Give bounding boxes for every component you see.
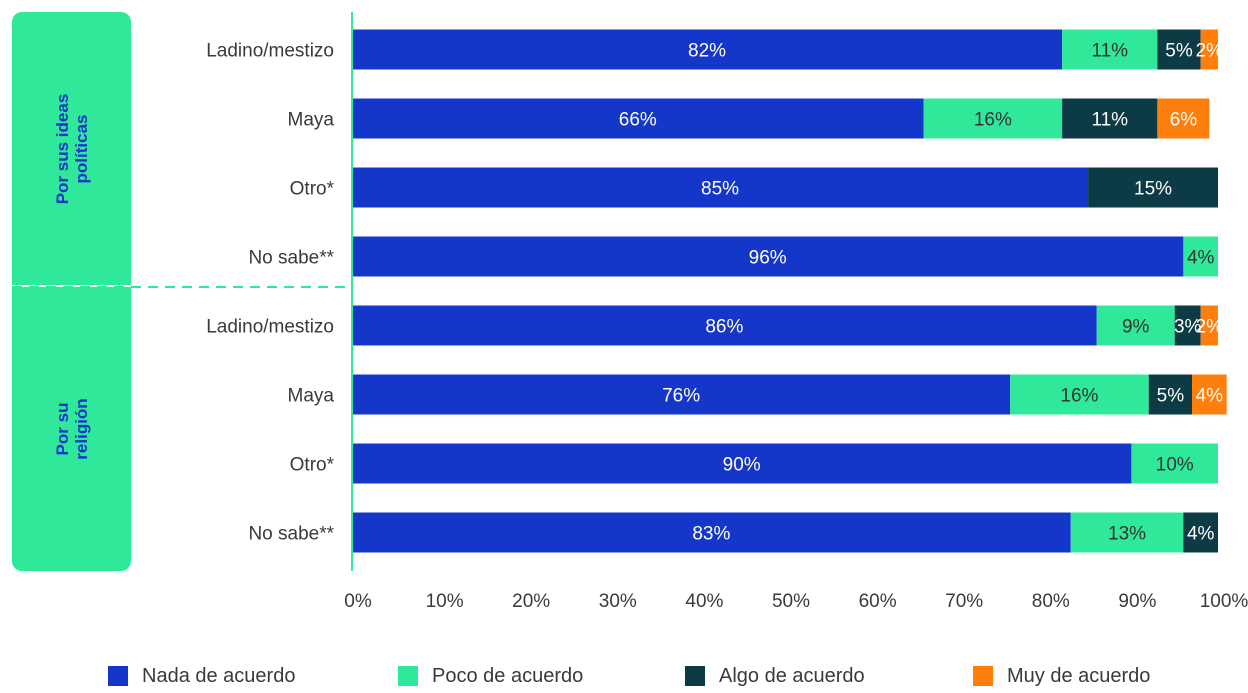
legend-swatch-muy <box>973 666 993 686</box>
category-label-row-1: Ladino/mestizo <box>206 41 334 62</box>
x-tick-label-3: 30% <box>599 591 637 612</box>
legend-swatch-poco <box>398 666 418 686</box>
bar-poco-de-acuerdo-row-8 <box>1070 512 1184 553</box>
category-label-row-6: Maya <box>288 386 335 407</box>
data-label-poco-de-acuerdo-row-7: 10% <box>1156 455 1194 476</box>
data-label-poco-de-acuerdo-row-6: 16% <box>1060 386 1098 407</box>
x-tick-label-0: 0% <box>344 591 372 612</box>
legend-label-muy: Muy de acuerdo <box>1007 664 1151 687</box>
legend-item-poco: Poco de acuerdo <box>398 665 583 687</box>
data-label-nada-de-acuerdo-row-6: 76% <box>662 386 700 407</box>
data-label-algo-de-acuerdo-row-5: 3% <box>1174 317 1202 338</box>
chart-legend: Nada de acuerdo Poco de acuerdo Algo de … <box>0 665 1248 687</box>
data-label-muy-de-acuerdo-row-1: 2% <box>1196 41 1224 62</box>
x-tick-label-7: 70% <box>945 591 983 612</box>
bar-poco-de-acuerdo-row-5 <box>1096 305 1175 346</box>
bar-nada-de-acuerdo-row-6 <box>352 374 1011 415</box>
category-label-row-3: Otro* <box>290 179 335 200</box>
data-label-nada-de-acuerdo-row-4: 96% <box>749 248 787 269</box>
legend-swatch-nada <box>108 666 128 686</box>
category-label-row-4: No sabe** <box>248 248 334 269</box>
data-label-muy-de-acuerdo-row-5: 2% <box>1196 317 1224 338</box>
data-label-poco-de-acuerdo-row-1: 11% <box>1091 41 1128 62</box>
data-label-nada-de-acuerdo-row-1: 82% <box>688 41 726 62</box>
x-tick-label-9: 90% <box>1118 591 1156 612</box>
data-label-poco-de-acuerdo-row-5: 9% <box>1122 317 1150 338</box>
x-tick-label-5: 50% <box>772 591 810 612</box>
bar-nada-de-acuerdo-row-2 <box>352 98 924 139</box>
data-label-poco-de-acuerdo-row-8: 13% <box>1108 524 1146 545</box>
legend-item-muy: Muy de acuerdo <box>973 665 1150 687</box>
x-tick-label-4: 40% <box>685 591 723 612</box>
legend-label-algo: Algo de acuerdo <box>719 664 865 687</box>
x-tick-label-1: 10% <box>426 591 464 612</box>
data-label-algo-de-acuerdo-row-3: 15% <box>1134 179 1172 200</box>
legend-label-nada: Nada de acuerdo <box>142 664 296 687</box>
bar-muy-de-acuerdo-row-1 <box>1200 29 1218 70</box>
x-tick-label-10: 100% <box>1200 591 1248 612</box>
bar-poco-de-acuerdo-row-6 <box>1010 374 1149 415</box>
data-label-nada-de-acuerdo-row-2: 66% <box>619 110 657 131</box>
data-label-algo-de-acuerdo-row-2: 11% <box>1091 110 1128 131</box>
bar-poco-de-acuerdo-row-2 <box>923 98 1063 139</box>
data-label-nada-de-acuerdo-row-7: 90% <box>723 455 761 476</box>
bar-poco-de-acuerdo-row-7 <box>1131 443 1218 484</box>
bar-nada-de-acuerdo-row-7 <box>352 443 1132 484</box>
data-label-nada-de-acuerdo-row-3: 85% <box>701 179 739 200</box>
data-label-poco-de-acuerdo-row-4: 4% <box>1187 248 1215 269</box>
data-label-muy-de-acuerdo-row-2: 6% <box>1170 110 1198 131</box>
category-label-row-2: Maya <box>288 110 335 131</box>
data-label-poco-de-acuerdo-row-2: 16% <box>974 110 1012 131</box>
data-label-algo-de-acuerdo-row-1: 5% <box>1165 41 1193 62</box>
data-label-nada-de-acuerdo-row-5: 86% <box>705 317 743 338</box>
group-panel-religion: Por su religión <box>12 287 131 571</box>
data-label-algo-de-acuerdo-row-6: 5% <box>1157 386 1185 407</box>
category-label-row-7: Otro* <box>290 455 335 476</box>
x-tick-label-2: 20% <box>512 591 550 612</box>
bar-algo-de-acuerdo-row-6 <box>1148 374 1193 415</box>
data-label-nada-de-acuerdo-row-8: 83% <box>692 524 730 545</box>
bar-algo-de-acuerdo-row-3 <box>1088 167 1218 208</box>
bar-nada-de-acuerdo-row-3 <box>352 167 1089 208</box>
legend-item-algo: Algo de acuerdo <box>685 665 865 687</box>
bar-nada-de-acuerdo-row-5 <box>352 305 1097 346</box>
bar-algo-de-acuerdo-row-5 <box>1174 305 1201 346</box>
group-panel-ideas: Por sus ideas políticas <box>12 12 131 285</box>
bar-muy-de-acuerdo-row-2 <box>1157 98 1210 139</box>
legend-item-nada: Nada de acuerdo <box>108 665 295 687</box>
data-label-algo-de-acuerdo-row-8: 4% <box>1187 524 1215 545</box>
x-tick-label-8: 80% <box>1032 591 1070 612</box>
legend-label-poco: Poco de acuerdo <box>432 664 584 687</box>
bar-nada-de-acuerdo-row-8 <box>352 512 1071 553</box>
bar-algo-de-acuerdo-row-2 <box>1062 98 1158 139</box>
bar-algo-de-acuerdo-row-1 <box>1157 29 1201 70</box>
bar-nada-de-acuerdo-row-1 <box>352 29 1063 70</box>
bar-algo-de-acuerdo-row-8 <box>1183 512 1218 553</box>
legend-swatch-algo <box>685 666 705 686</box>
bar-nada-de-acuerdo-row-4 <box>352 236 1184 277</box>
bar-muy-de-acuerdo-row-5 <box>1200 305 1218 346</box>
category-label-row-8: No sabe** <box>248 524 334 545</box>
bar-poco-de-acuerdo-row-4 <box>1183 236 1218 277</box>
category-label-row-5: Ladino/mestizo <box>206 317 334 338</box>
bar-poco-de-acuerdo-row-1 <box>1062 29 1158 70</box>
data-label-muy-de-acuerdo-row-6: 4% <box>1196 386 1224 407</box>
x-tick-label-6: 60% <box>859 591 897 612</box>
bar-muy-de-acuerdo-row-6 <box>1192 374 1227 415</box>
